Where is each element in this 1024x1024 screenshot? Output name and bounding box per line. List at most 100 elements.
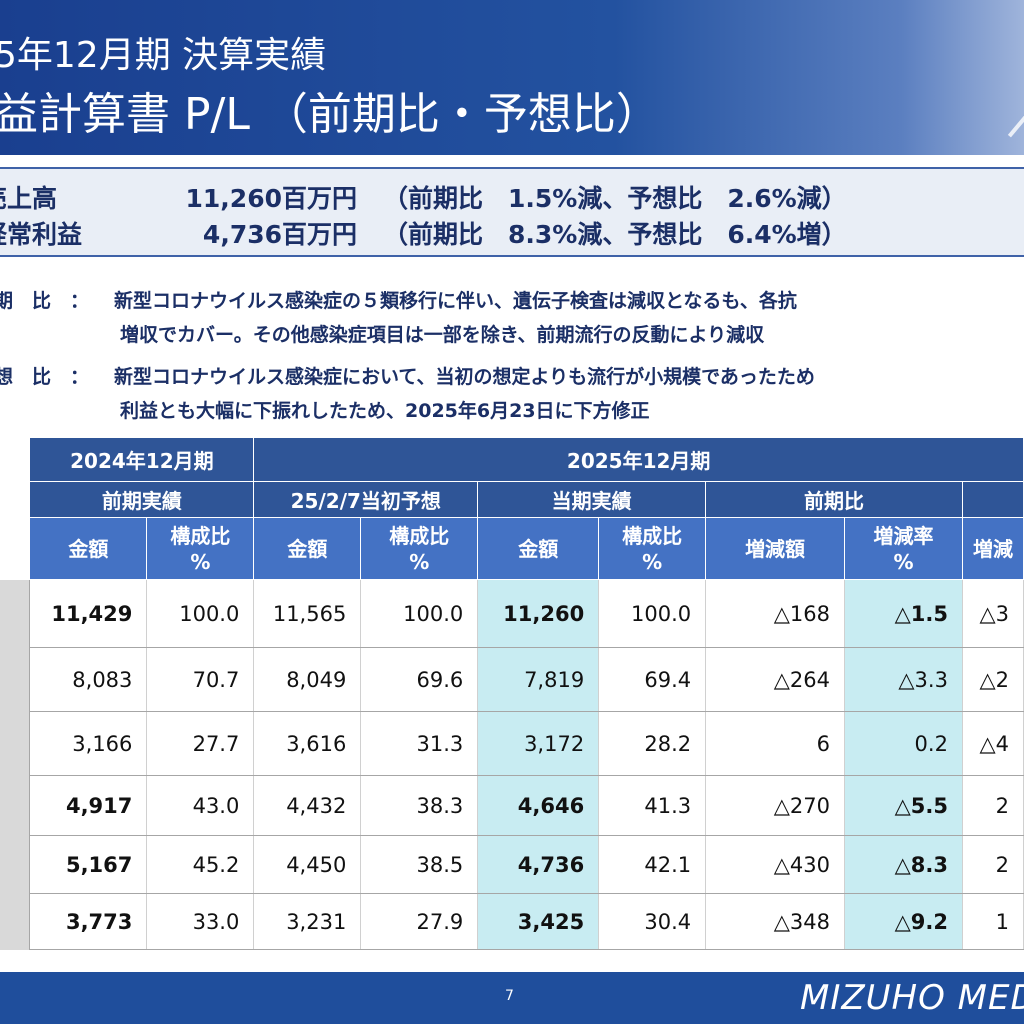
table-cell: △264 bbox=[705, 647, 846, 712]
table-cell: 3,773 bbox=[29, 893, 148, 950]
table-cell: 1 bbox=[962, 893, 1024, 950]
summary-ordinary-profit: 経常利益 4,736百万円 （前期比 8.3%減、予想比 6.4%増） bbox=[0, 215, 847, 251]
period-prev-header: 2024年12月期 bbox=[29, 437, 255, 482]
column-header: 増減額 bbox=[705, 517, 846, 580]
group-curr-actual: 当期実績 bbox=[477, 481, 707, 518]
note-prev-year: 期 比 ： 新型コロナウイルス感染症の５類移行に伴い、遺伝子検査は減収となるも、各… bbox=[0, 286, 797, 313]
table-cell: 38.5 bbox=[360, 835, 479, 894]
table-cell: 7,819 bbox=[477, 647, 600, 712]
table-cell: △3 bbox=[962, 579, 1024, 648]
table-cell: 3,172 bbox=[477, 711, 600, 776]
table-cell: 69.6 bbox=[360, 647, 479, 712]
group-prev-actual: 前期実績 bbox=[29, 481, 255, 518]
summary-amount: 11,260百万円 bbox=[185, 184, 357, 213]
row-label-cell bbox=[0, 775, 31, 836]
table-cell: 100.0 bbox=[146, 579, 255, 648]
row-label-cell bbox=[0, 893, 31, 950]
note-forecast: 想 比 ： 新型コロナウイルス感染症において、当初の想定よりも流行が小規模であった… bbox=[0, 362, 815, 389]
table-cell: 42.1 bbox=[598, 835, 707, 894]
column-header-row: 金額 構成比 % 金額 構成比 % 金額 構成比 % 増減額 増減率 % 増減 bbox=[0, 517, 1024, 580]
column-header: 構成比 % bbox=[360, 517, 479, 580]
title-banner: 5年12月期 決算実績 益計算書 P/L （前期比・予想比） bbox=[0, 0, 1024, 155]
summary-label: 経常利益 bbox=[0, 220, 83, 249]
summary-amount: 4,736百万円 bbox=[202, 220, 357, 249]
table-cell: 4,736 bbox=[477, 835, 600, 894]
page-number: 7 bbox=[505, 988, 514, 1004]
table-cell: △2 bbox=[962, 647, 1024, 712]
table-cell: 70.7 bbox=[146, 647, 255, 712]
table-cell: △8.3 bbox=[844, 835, 963, 894]
table-cell: 11,565 bbox=[253, 579, 362, 648]
table-row: 8,083 70.7 8,049 69.6 7,819 69.4 △264 △3.3 △2 bbox=[0, 647, 1024, 712]
corner-chevron-icon bbox=[1007, 111, 1024, 155]
column-header: 構成比 % bbox=[598, 517, 707, 580]
summary-comparison: （前期比 1.5%減、予想比 2.6%減） bbox=[383, 184, 847, 213]
table-cell: 38.3 bbox=[360, 775, 479, 836]
table-row: 3,773 33.0 3,231 27.9 3,425 30.4 △348 △9.2 1 bbox=[0, 893, 1024, 950]
note-text-cont: 増収でカバー。その他感染症項目は一部を除き、前期流行の反動により減収 bbox=[120, 324, 765, 346]
column-header: 金額 bbox=[253, 517, 362, 580]
table-cell: 69.4 bbox=[598, 647, 707, 712]
note-text-cont: 利益とも大幅に下振れしたため、2025年6月23日に下方修正 bbox=[120, 400, 650, 422]
table-cell: 3,616 bbox=[253, 711, 362, 776]
table-cell: 4,646 bbox=[477, 775, 600, 836]
row-label-cell bbox=[0, 711, 31, 776]
group-yoy: 前期比 bbox=[705, 481, 963, 518]
table-cell: 4,432 bbox=[253, 775, 362, 836]
table-cell: △4 bbox=[962, 711, 1024, 776]
table-cell: △1.5 bbox=[844, 579, 963, 648]
table-cell: 3,231 bbox=[253, 893, 362, 950]
table-cell: 27.7 bbox=[146, 711, 255, 776]
table-cell: 45.2 bbox=[146, 835, 255, 894]
column-header: 金額 bbox=[29, 517, 148, 580]
summary-sales: 売上高 11,260百万円 （前期比 1.5%減、予想比 2.6%減） bbox=[0, 179, 847, 215]
table-cell: 3,166 bbox=[29, 711, 148, 776]
table-cell: 100.0 bbox=[598, 579, 707, 648]
table-cell: 30.4 bbox=[598, 893, 707, 950]
page-title-line2: 益計算書 P/L （前期比・予想比） bbox=[0, 89, 660, 140]
table-cell: △348 bbox=[705, 893, 846, 950]
column-header: 構成比 % bbox=[146, 517, 255, 580]
pl-table: 2024年12月期 2025年12月期 前期実績 25/2/7当初予想 当期実績… bbox=[0, 437, 1024, 950]
page-title-line1: 5年12月期 決算実績 bbox=[0, 35, 327, 76]
group-forecast-diff bbox=[961, 481, 1024, 518]
company-logo: MIZUHO MED bbox=[800, 978, 1024, 1018]
table-cell: 3,425 bbox=[477, 893, 600, 950]
table-cell: 8,083 bbox=[29, 647, 148, 712]
footer-bar: 7 MIZUHO MED bbox=[0, 972, 1024, 1024]
table-body: 11,429 100.0 11,565 100.0 11,260 100.0 △168 △1.… bbox=[0, 579, 1024, 950]
table-cell: 100.0 bbox=[360, 579, 479, 648]
table-cell: 4,917 bbox=[29, 775, 148, 836]
table-cell: △5.5 bbox=[844, 775, 963, 836]
note-label: 想 比 ： bbox=[0, 366, 90, 388]
table-cell: △430 bbox=[705, 835, 846, 894]
table-cell: 2 bbox=[962, 835, 1024, 894]
table-cell: 41.3 bbox=[598, 775, 707, 836]
table-cell: 2 bbox=[962, 775, 1024, 836]
row-label-cell bbox=[0, 579, 31, 648]
table-cell: 33.0 bbox=[146, 893, 255, 950]
table-cell: △9.2 bbox=[844, 893, 963, 950]
note-label: 期 比 ： bbox=[0, 290, 90, 312]
period-curr-header: 2025年12月期 bbox=[253, 437, 1024, 482]
summary-box: 売上高 11,260百万円 （前期比 1.5%減、予想比 2.6%減） 経常利益 4,… bbox=[0, 167, 1024, 257]
note-text: 新型コロナウイルス感染症の５類移行に伴い、遺伝子検査は減収となるも、各抗 bbox=[114, 290, 797, 312]
group-initial-forecast: 25/2/7当初予想 bbox=[253, 481, 479, 518]
table-cell: 6 bbox=[705, 711, 846, 776]
table-cell: 0.2 bbox=[844, 711, 963, 776]
column-header: 金額 bbox=[477, 517, 600, 580]
table-row: 4,917 43.0 4,432 38.3 4,646 41.3 △270 △5.5 2 bbox=[0, 775, 1024, 836]
table-cell: 27.9 bbox=[360, 893, 479, 950]
table-cell: 8,049 bbox=[253, 647, 362, 712]
table-cell: △168 bbox=[705, 579, 846, 648]
row-label-cell bbox=[0, 835, 31, 894]
table-cell: 5,167 bbox=[29, 835, 148, 894]
table-row: 3,166 27.7 3,616 31.3 3,172 28.2 6 0.2 △4 bbox=[0, 711, 1024, 776]
summary-comparison: （前期比 8.3%減、予想比 6.4%増） bbox=[383, 220, 847, 249]
table-cell: △3.3 bbox=[844, 647, 963, 712]
table-cell: 31.3 bbox=[360, 711, 479, 776]
summary-label: 売上高 bbox=[0, 184, 58, 213]
table-cell: 11,260 bbox=[477, 579, 600, 648]
table-cell: 4,450 bbox=[253, 835, 362, 894]
column-header: 増減率 % bbox=[844, 517, 963, 580]
